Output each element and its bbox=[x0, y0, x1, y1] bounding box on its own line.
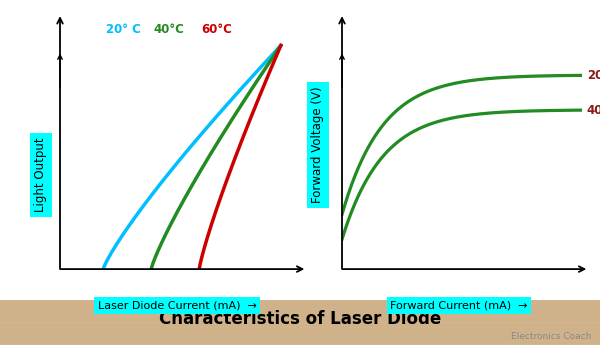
Text: 60°C: 60°C bbox=[202, 23, 232, 36]
Text: Electronics Coach: Electronics Coach bbox=[511, 333, 591, 342]
Text: Characteristics of Laser Diode: Characteristics of Laser Diode bbox=[159, 310, 441, 328]
Text: 20°C: 20°C bbox=[587, 69, 600, 82]
Text: 40°C: 40°C bbox=[587, 104, 600, 117]
Text: Forward Current (mA)  →: Forward Current (mA) → bbox=[390, 300, 528, 310]
Text: Light Output: Light Output bbox=[34, 137, 47, 212]
Text: Forward Voltage (V): Forward Voltage (V) bbox=[311, 87, 325, 203]
Text: Laser Diode Current (mA)  →: Laser Diode Current (mA) → bbox=[98, 300, 256, 310]
Text: 20° C: 20° C bbox=[106, 23, 140, 36]
Text: 40°C: 40°C bbox=[154, 23, 184, 36]
